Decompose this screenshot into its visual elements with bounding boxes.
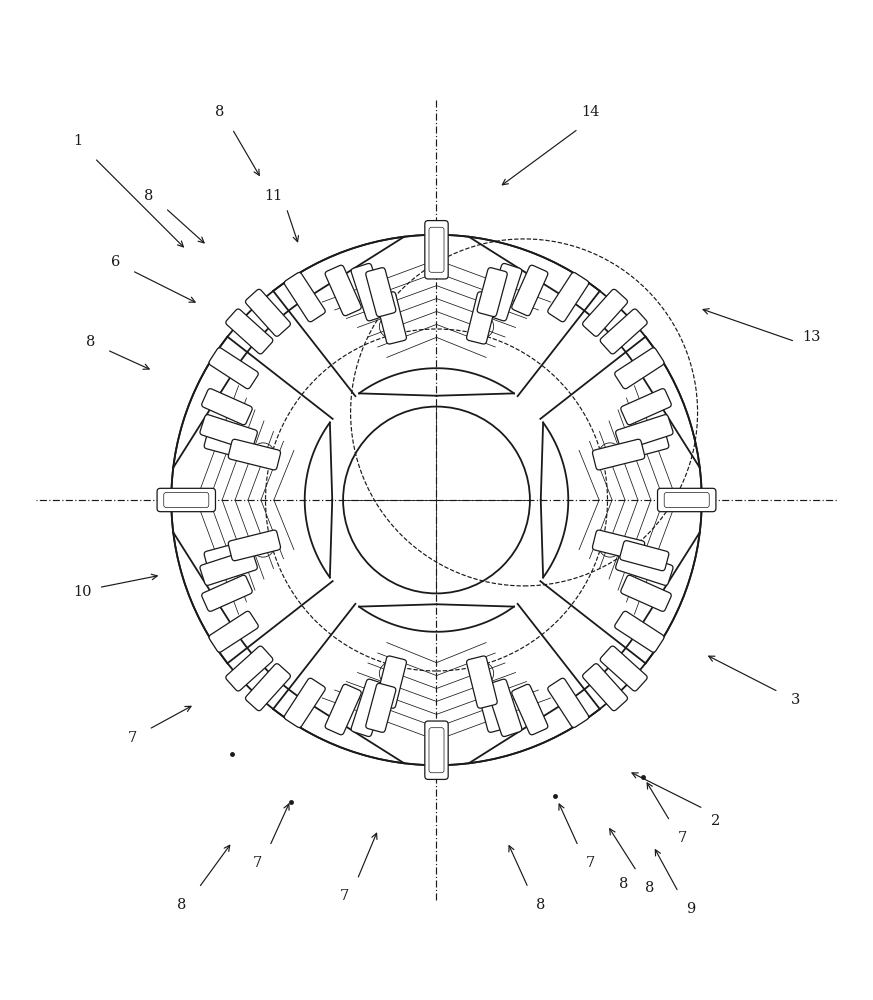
FancyBboxPatch shape (621, 389, 671, 425)
FancyBboxPatch shape (429, 728, 444, 773)
Text: 2: 2 (711, 814, 720, 828)
FancyBboxPatch shape (229, 530, 280, 561)
Text: 7: 7 (252, 856, 262, 870)
FancyBboxPatch shape (164, 492, 209, 508)
FancyBboxPatch shape (486, 263, 522, 321)
Text: 8: 8 (215, 105, 224, 119)
Text: 10: 10 (72, 585, 92, 599)
FancyBboxPatch shape (620, 429, 669, 459)
Text: 8: 8 (644, 881, 654, 895)
FancyBboxPatch shape (547, 678, 588, 727)
FancyBboxPatch shape (615, 550, 673, 585)
FancyBboxPatch shape (466, 656, 498, 708)
FancyBboxPatch shape (351, 263, 387, 321)
Text: 13: 13 (802, 330, 821, 344)
FancyBboxPatch shape (229, 439, 280, 470)
Text: 9: 9 (686, 902, 696, 916)
FancyBboxPatch shape (425, 221, 448, 279)
Text: 7: 7 (127, 731, 137, 745)
Text: 7: 7 (586, 856, 595, 870)
FancyBboxPatch shape (620, 541, 669, 571)
Text: 8: 8 (536, 898, 546, 912)
FancyBboxPatch shape (615, 611, 664, 652)
Text: 8: 8 (620, 877, 629, 891)
FancyBboxPatch shape (547, 273, 588, 322)
FancyBboxPatch shape (593, 530, 644, 561)
FancyBboxPatch shape (245, 289, 291, 336)
FancyBboxPatch shape (351, 679, 387, 737)
FancyBboxPatch shape (657, 488, 716, 512)
FancyBboxPatch shape (204, 429, 253, 459)
FancyBboxPatch shape (325, 265, 361, 316)
FancyBboxPatch shape (512, 265, 548, 316)
FancyBboxPatch shape (366, 683, 395, 732)
FancyBboxPatch shape (478, 683, 507, 732)
FancyBboxPatch shape (601, 309, 647, 354)
Text: 8: 8 (144, 189, 154, 203)
FancyBboxPatch shape (375, 656, 407, 708)
Text: 1: 1 (73, 134, 82, 148)
FancyBboxPatch shape (512, 684, 548, 735)
Text: 14: 14 (581, 105, 600, 119)
FancyBboxPatch shape (615, 348, 664, 389)
FancyBboxPatch shape (325, 684, 361, 735)
Text: 11: 11 (265, 189, 283, 203)
Text: 7: 7 (340, 889, 349, 903)
FancyBboxPatch shape (226, 309, 272, 354)
FancyBboxPatch shape (226, 646, 272, 691)
FancyBboxPatch shape (582, 289, 628, 336)
FancyBboxPatch shape (157, 488, 216, 512)
FancyBboxPatch shape (429, 227, 444, 272)
Text: 3: 3 (790, 693, 800, 707)
FancyBboxPatch shape (621, 575, 671, 611)
Text: 8: 8 (177, 898, 187, 912)
FancyBboxPatch shape (202, 389, 252, 425)
FancyBboxPatch shape (664, 492, 709, 508)
FancyBboxPatch shape (615, 415, 673, 450)
FancyBboxPatch shape (425, 721, 448, 779)
FancyBboxPatch shape (204, 541, 253, 571)
Text: 6: 6 (111, 255, 120, 269)
FancyBboxPatch shape (375, 292, 407, 344)
FancyBboxPatch shape (209, 348, 258, 389)
FancyBboxPatch shape (200, 550, 258, 585)
FancyBboxPatch shape (285, 273, 326, 322)
FancyBboxPatch shape (593, 439, 644, 470)
FancyBboxPatch shape (466, 292, 498, 344)
FancyBboxPatch shape (582, 664, 628, 711)
FancyBboxPatch shape (209, 611, 258, 652)
FancyBboxPatch shape (245, 664, 291, 711)
FancyBboxPatch shape (366, 268, 395, 317)
FancyBboxPatch shape (202, 575, 252, 611)
FancyBboxPatch shape (200, 415, 258, 450)
FancyBboxPatch shape (601, 646, 647, 691)
FancyBboxPatch shape (486, 679, 522, 737)
FancyBboxPatch shape (478, 268, 507, 317)
FancyBboxPatch shape (285, 678, 326, 727)
Text: 8: 8 (86, 335, 95, 349)
Text: 7: 7 (678, 831, 687, 845)
